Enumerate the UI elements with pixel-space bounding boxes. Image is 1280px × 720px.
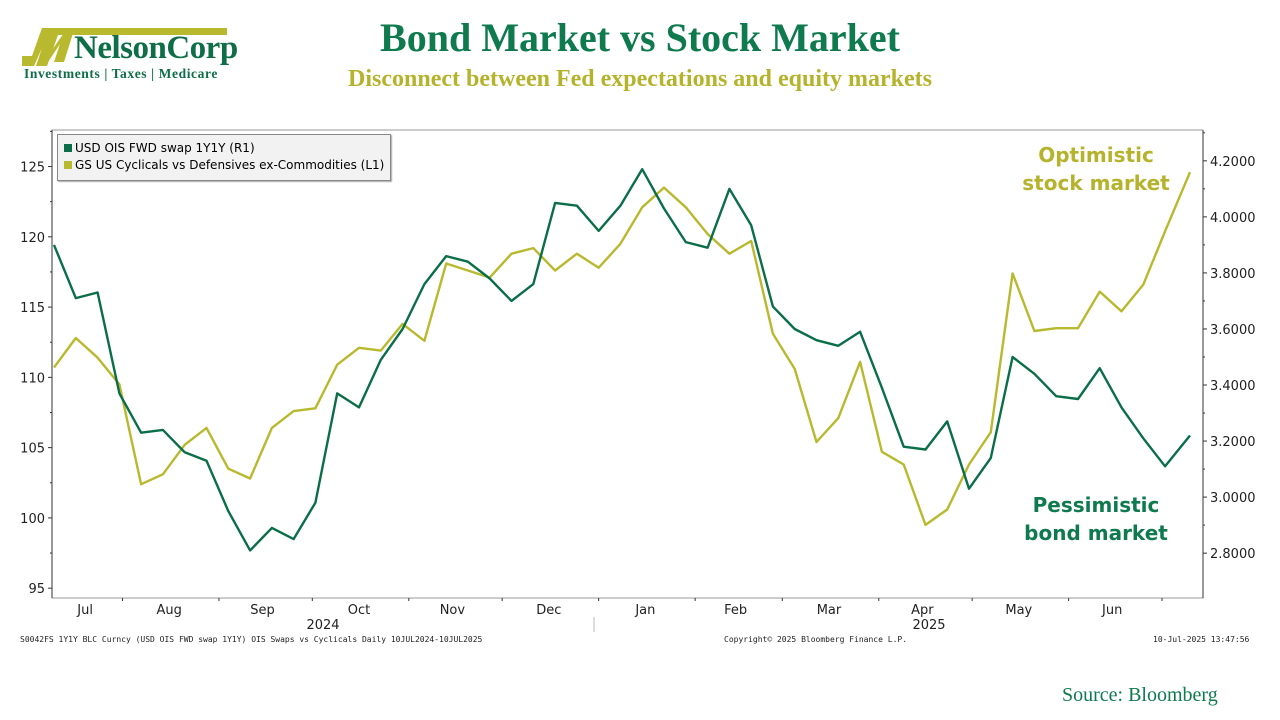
legend-item-ois: USD OIS FWD swap 1Y1Y (R1) (64, 141, 255, 155)
month-label: Apr (911, 603, 934, 618)
series-line-ois-swap (52, 167, 1191, 552)
annotation-pessimistic-bond: Pessimistic bond market (996, 491, 1196, 547)
right-tick-label: 4.0000 (1210, 211, 1256, 226)
legend-label: USD OIS FWD swap 1Y1Y (R1) (75, 141, 255, 155)
month-label: May (1005, 603, 1032, 618)
axes: 95 100 105 110 115 120 125 2.8000 3.0000 3.2000 3.… (20, 129, 1256, 633)
right-tick-label: 3.4000 (1210, 379, 1256, 394)
legend-swatch-green-icon (64, 144, 72, 152)
logo-mark-icon (22, 28, 227, 66)
left-tick-label: 105 (20, 442, 45, 457)
annotation-optimistic-stock: Optimistic stock market (996, 141, 1196, 197)
left-tick-label: 115 (20, 301, 45, 316)
left-tick-label: 100 (20, 512, 45, 527)
logo-name: NelsonCorp (74, 30, 238, 66)
right-tick-label: 3.2000 (1210, 435, 1256, 450)
month-label: Jul (76, 603, 93, 618)
footer-copyright: Copyright© 2025 Bloomberg Finance L.P. (724, 635, 908, 644)
legend: USD OIS FWD swap 1Y1Y (R1) GS US Cyclica… (57, 134, 391, 181)
right-tick-label: 3.0000 (1210, 491, 1256, 506)
month-label: Nov (440, 603, 466, 618)
month-label: Dec (536, 603, 561, 618)
legend-label: GS US Cyclicals vs Defensives ex-Commodi… (75, 158, 385, 172)
series-line-cyclicals (53, 171, 1192, 527)
left-tick-label: 120 (20, 231, 45, 246)
left-tick-label: 110 (20, 371, 45, 386)
series-lines (52, 167, 1192, 552)
month-label: Mar (817, 603, 842, 618)
year-label: 2024 (306, 618, 339, 633)
month-label: Sep (250, 603, 275, 618)
footer-ticker-info: S0042FS 1Y1Y BLC Curncy (USD OIS FWD swa… (20, 635, 483, 644)
logo-tagline: Investments | Taxes | Medicare (24, 66, 218, 81)
chart-subtitle: Disconnect between Fed expectations and … (348, 66, 932, 92)
right-tick-label: 3.6000 (1210, 323, 1256, 338)
month-label: Aug (156, 603, 181, 618)
footer-timestamp: 10-Jul-2025 13:47:56 (1153, 635, 1250, 644)
left-tick-label: 95 (28, 582, 45, 597)
legend-item-cyclicals: GS US Cyclicals vs Defensives ex-Commodi… (64, 158, 384, 172)
month-label: Oct (348, 603, 370, 618)
annotation-line: stock market (1022, 171, 1170, 195)
annotation-line: Optimistic (1038, 143, 1154, 167)
left-tick-label: 125 (20, 161, 45, 176)
right-tick-label: 3.8000 (1210, 267, 1256, 282)
source-note: Source: Bloomberg (1062, 684, 1218, 706)
right-tick-label: 2.8000 (1210, 547, 1256, 562)
year-label: 2025 (912, 618, 945, 633)
right-tick-label: 4.2000 (1210, 155, 1256, 170)
month-label: Feb (724, 603, 747, 618)
month-label: Jan (634, 603, 655, 618)
legend-swatch-yellow-icon (64, 161, 72, 169)
annotation-line: bond market (1024, 521, 1168, 545)
annotation-line: Pessimistic (1032, 493, 1160, 517)
chart-title: Bond Market vs Stock Market (380, 15, 900, 60)
month-label: Jun (1101, 603, 1122, 618)
